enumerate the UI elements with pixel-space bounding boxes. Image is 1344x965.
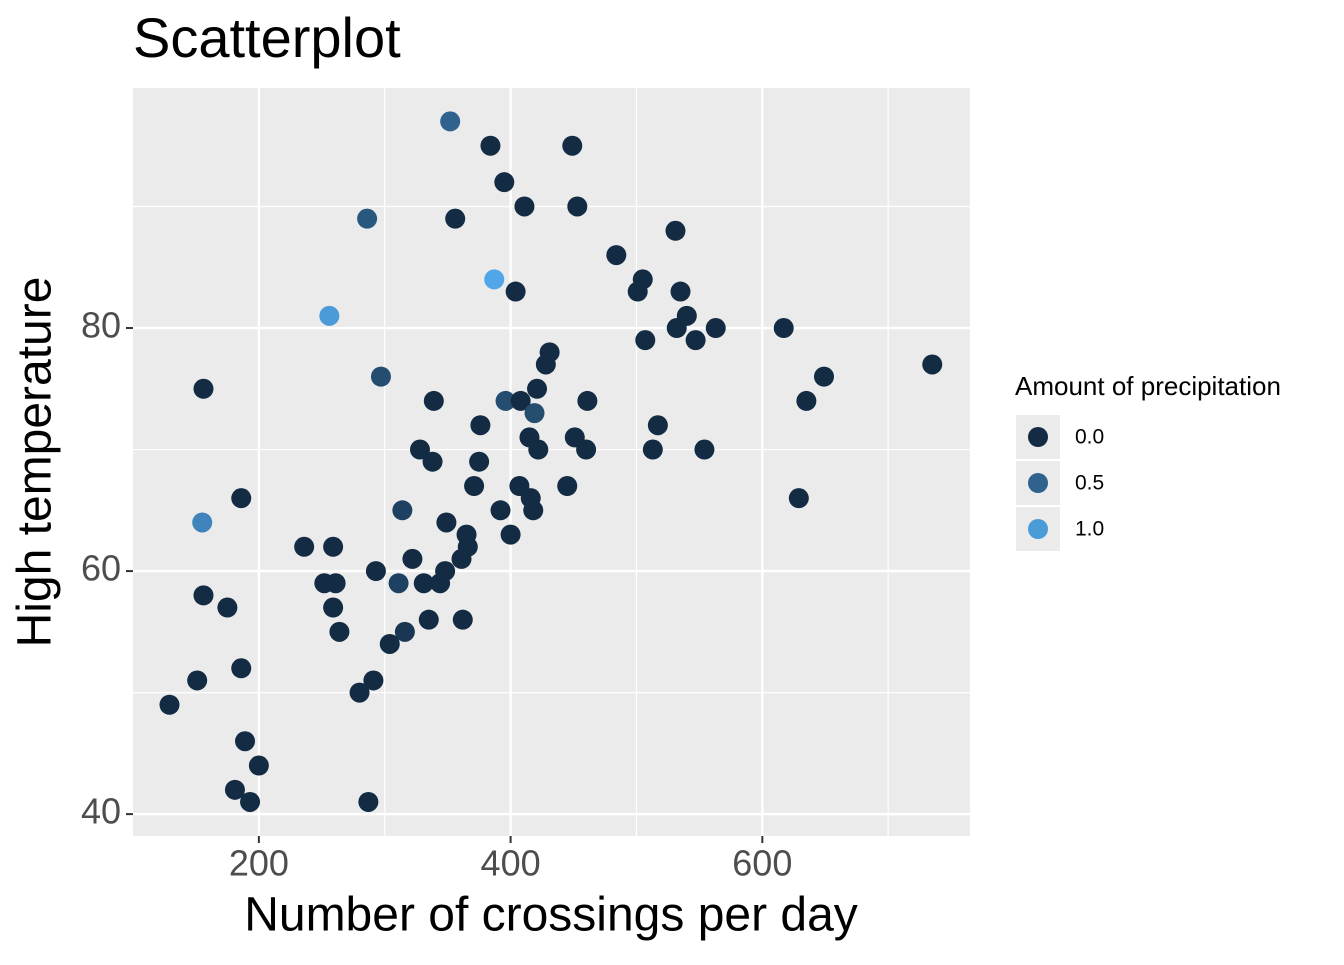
point: [192, 512, 213, 533]
point: [464, 476, 485, 497]
point: [535, 354, 556, 375]
point: [248, 755, 269, 776]
point: [349, 682, 370, 703]
point: [365, 561, 386, 582]
point: [445, 208, 466, 229]
point: [922, 354, 943, 375]
x-axis-title: Number of crossings per day: [244, 889, 858, 942]
y-tick-label: 60: [81, 548, 121, 589]
point: [451, 548, 472, 569]
point: [430, 573, 451, 594]
point: [557, 476, 578, 497]
x-tick-label: 600: [732, 843, 792, 884]
point: [159, 694, 180, 715]
y-axis-title: High temperature: [9, 277, 62, 648]
point: [813, 366, 834, 387]
legend-label: 0.0: [1075, 426, 1104, 449]
point: [469, 451, 490, 472]
point: [490, 500, 511, 521]
point: [357, 208, 378, 229]
point: [370, 366, 391, 387]
point: [413, 573, 434, 594]
x-tick-label: 200: [229, 843, 289, 884]
point: [217, 597, 238, 618]
point: [567, 196, 588, 217]
point: [788, 488, 809, 509]
point: [524, 403, 545, 424]
point: [665, 220, 686, 241]
point: [773, 318, 794, 339]
point: [422, 451, 443, 472]
point: [470, 415, 491, 436]
point: [495, 390, 516, 411]
legend-marker: [1028, 427, 1048, 447]
point: [484, 269, 505, 290]
point: [685, 330, 706, 351]
point: [394, 621, 415, 642]
point: [436, 512, 457, 533]
point: [187, 670, 208, 691]
legend-title: Amount of precipitation: [1015, 371, 1281, 401]
point: [402, 548, 423, 569]
point: [480, 135, 501, 156]
point: [392, 500, 413, 521]
point: [231, 488, 252, 509]
legend-marker: [1028, 519, 1048, 539]
x-tick-label: 400: [481, 843, 541, 884]
point: [670, 281, 691, 302]
point: [500, 524, 521, 545]
point: [577, 390, 598, 411]
point: [523, 500, 544, 521]
point: [494, 172, 515, 193]
point: [694, 439, 715, 460]
point: [440, 111, 461, 132]
point: [505, 281, 526, 302]
point: [379, 633, 400, 654]
point: [319, 305, 340, 326]
point: [635, 330, 656, 351]
point: [193, 378, 214, 399]
point: [193, 585, 214, 606]
legend-label: 1.0: [1075, 518, 1104, 541]
point: [325, 573, 346, 594]
point: [627, 281, 648, 302]
point: [294, 536, 315, 557]
point: [409, 439, 430, 460]
point: [240, 791, 261, 812]
point: [647, 415, 668, 436]
point: [418, 609, 439, 630]
point: [423, 390, 444, 411]
y-tick-label: 40: [81, 791, 121, 832]
legend-marker: [1028, 473, 1048, 493]
point: [323, 597, 344, 618]
point: [642, 439, 663, 460]
point: [323, 536, 344, 557]
legend-label: 0.5: [1075, 472, 1104, 495]
point: [562, 135, 583, 156]
point: [576, 439, 597, 460]
point: [666, 318, 687, 339]
point: [358, 791, 379, 812]
plot-panel: [133, 88, 970, 836]
point: [796, 390, 817, 411]
point: [606, 245, 627, 266]
point: [235, 731, 256, 752]
chart-title: Scatterplot: [133, 6, 401, 69]
point: [705, 318, 726, 339]
point: [452, 609, 473, 630]
point: [231, 658, 252, 679]
point: [527, 378, 548, 399]
point: [388, 573, 409, 594]
y-tick-label: 80: [81, 305, 121, 346]
point: [363, 670, 384, 691]
point: [224, 779, 245, 800]
point: [510, 390, 531, 411]
point: [514, 196, 535, 217]
point: [329, 621, 350, 642]
point: [528, 439, 549, 460]
